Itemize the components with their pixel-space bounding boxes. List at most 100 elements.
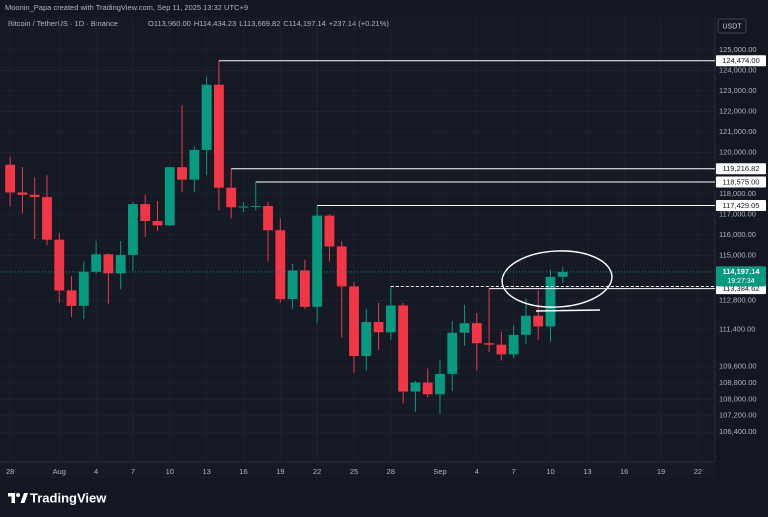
x-tick-label: 16 [239, 467, 247, 476]
y-tick-label: 125,000.00 [719, 45, 757, 54]
candle-body [336, 246, 347, 287]
candle-body [5, 164, 16, 193]
x-tick-label: 25 [350, 467, 358, 476]
y-tick-label: 123,000.00 [719, 86, 757, 95]
candle-body [238, 206, 249, 208]
candle-body [398, 305, 409, 392]
candle-body [226, 187, 237, 208]
currency-box[interactable] [717, 18, 747, 34]
y-tick-label: 118,000.00 [719, 189, 756, 198]
candle-body [287, 270, 298, 300]
candle-body [152, 221, 163, 226]
candle-body [373, 321, 384, 333]
price-label-box [716, 163, 766, 175]
x-tick-label: 28 [387, 467, 395, 476]
candle-body [189, 149, 200, 180]
candle-body [496, 344, 507, 355]
x-tick-label: Aug [53, 467, 66, 476]
x-tick-label: 28 [6, 467, 14, 476]
x-tick-label: 19 [276, 467, 284, 476]
x-tick-label: 10 [546, 467, 554, 476]
candle-body [422, 382, 433, 395]
candle-body [533, 315, 544, 327]
price-label: 113,384.62 [723, 284, 760, 293]
candle-body [312, 215, 323, 307]
candle-body [201, 84, 212, 150]
candle-body [521, 315, 531, 335]
x-tick-label: 22 [313, 467, 321, 476]
x-tick-label: 7 [512, 467, 516, 476]
candle-body [214, 84, 224, 188]
plot-area [0, 17, 715, 478]
y-tick-label: 108,800.00 [719, 378, 757, 387]
candle-body [128, 204, 138, 255]
y-tick-label: 108,000.00 [719, 394, 757, 403]
candle-body [275, 230, 286, 300]
y-tick-label: 116,000.00 [719, 230, 756, 239]
candle-body [177, 167, 187, 180]
price-label: 119,216.82 [723, 164, 760, 173]
candle-body [484, 343, 494, 345]
candle-body [263, 205, 273, 231]
candle-body [471, 323, 482, 344]
y-tick-label: 121,000.00 [719, 127, 757, 136]
x-tick-label: 10 [166, 467, 174, 476]
candle-body [103, 254, 114, 274]
candle-body [410, 382, 421, 392]
drawing-line [535, 309, 601, 312]
y-tick-label: 115,000.00 [719, 250, 756, 259]
currency[interactable]: USDT [722, 23, 742, 30]
candle-body [54, 239, 65, 291]
ohlc-field: +237.14 (+0.21%) [329, 19, 390, 28]
symbol: Bitcoin / TetherUS · 1D · Binance [8, 19, 118, 28]
price-label-box [716, 200, 766, 212]
logo [8, 493, 28, 503]
candle-body [42, 197, 52, 240]
y-tick-label: 111,400.00 [719, 324, 755, 333]
last-price-box [716, 266, 766, 287]
x-tick-label: 22 [694, 467, 702, 476]
candle-body [385, 305, 396, 333]
watermark: Moonin_Papa created with TradingView.com… [5, 3, 248, 12]
y-tick-label: 106,400.00 [719, 427, 757, 436]
x-tick-label: 4 [94, 467, 98, 476]
candle-body [447, 332, 458, 374]
candle-body [459, 323, 470, 333]
candle-body [115, 254, 126, 274]
price-label: 117,429.05 [723, 201, 760, 210]
drawing-ellipse [501, 250, 613, 308]
x-tick-label: Sep [433, 467, 446, 476]
y-tick-label: 107,200.00 [719, 411, 757, 420]
x-tick-label: 4 [475, 467, 479, 476]
ohlc-legend: O113,960.00H114,434.23L113,669.82C114,19… [148, 19, 389, 28]
candle-body [508, 334, 519, 355]
y-tick-label: 122,000.00 [719, 107, 757, 116]
candle-body [17, 192, 28, 195]
y-tick-label: 112,800.00 [719, 296, 756, 305]
price-label-box [716, 55, 766, 67]
candle-body [349, 286, 359, 356]
candle-body [78, 271, 89, 306]
candle-body [140, 204, 151, 222]
y-tick-label: 117,000.00 [719, 209, 756, 218]
x-tick-label: 19 [657, 467, 665, 476]
brand: TradingView [30, 490, 107, 505]
candle-body [324, 215, 335, 247]
candle-body [299, 270, 310, 307]
x-tick-label: 7 [131, 467, 135, 476]
ohlc-field: L113,669.82 [239, 19, 280, 28]
candle-body [66, 290, 77, 306]
x-tick-label: 16 [620, 467, 628, 476]
countdown: 19:27:34 [727, 278, 754, 285]
candle-body [435, 373, 445, 395]
y-tick-label: 124,000.00 [719, 65, 757, 74]
y-tick-label: 109,600.00 [719, 361, 757, 370]
ohlc-field: C114,197.14 [283, 19, 325, 28]
price-label: 118,575.00 [723, 177, 760, 186]
last-price-label: 114,197.14 [722, 267, 760, 276]
price-label: 124,474.00 [722, 56, 760, 65]
candle-body [250, 205, 261, 207]
candle-body [361, 321, 372, 356]
